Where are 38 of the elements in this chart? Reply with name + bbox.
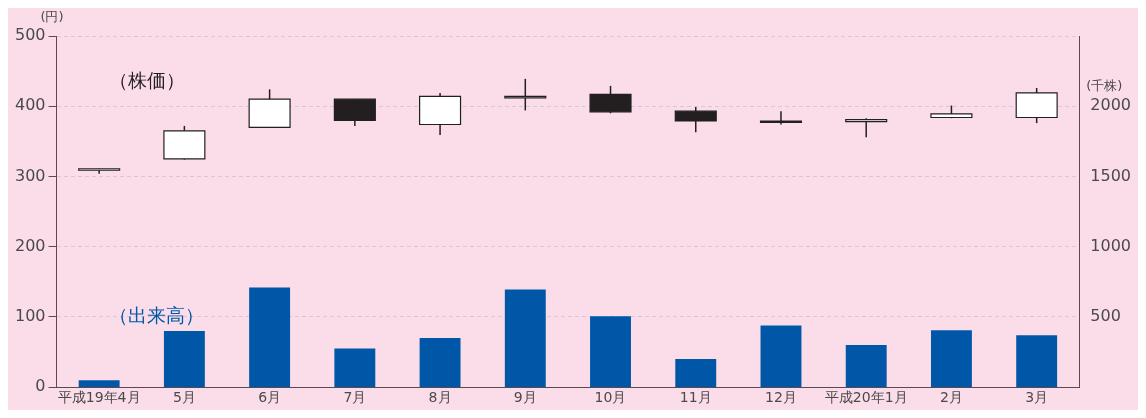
y-tick-label: 500 [14,25,46,45]
x-tick-label: 平成19年4月 [57,389,141,406]
x-tick-label: 2月 [939,389,963,406]
bar [760,325,802,388]
x-tick-label: 9月 [513,389,537,406]
x-tick-label: 7月 [343,389,367,406]
bar [78,380,120,388]
y2-axis-title: (千株) [1086,77,1123,93]
y2-tick-label: 500 [1090,306,1121,326]
y-tick-label: 0 [35,376,46,396]
text: （株価） [109,68,186,91]
bar [845,345,887,388]
series-label: （出来高） [109,303,205,326]
bar [419,338,461,388]
x-tick-label: 平成20年1月 [824,389,908,406]
x-tick-label: 3月 [1025,389,1049,406]
x-tick-label: 5月 [172,389,196,406]
bar [930,330,972,388]
bar [334,348,376,388]
y-tick-label: 100 [14,306,46,326]
bar [249,287,291,388]
y2-tick-label: 1000 [1090,235,1131,255]
y-tick-label: 200 [14,235,46,255]
x-tick-label: 6月 [258,389,282,406]
y2-tick-label: 1500 [1090,165,1131,185]
x-tick-label: 12月 [765,389,797,406]
y-axis-title: (円) [40,9,64,25]
y-tick-label: 400 [14,95,46,115]
bar [590,316,631,388]
x-tick-label: 11月 [679,389,712,406]
bar [675,359,717,388]
y-tick-label: 300 [14,165,46,185]
x-tick-label: 10月 [594,389,627,406]
bar [504,289,546,388]
x-tick-label: 8月 [428,389,452,406]
bar [1016,335,1058,388]
bar [163,331,205,388]
y2-tick-label: 2000 [1090,95,1131,115]
